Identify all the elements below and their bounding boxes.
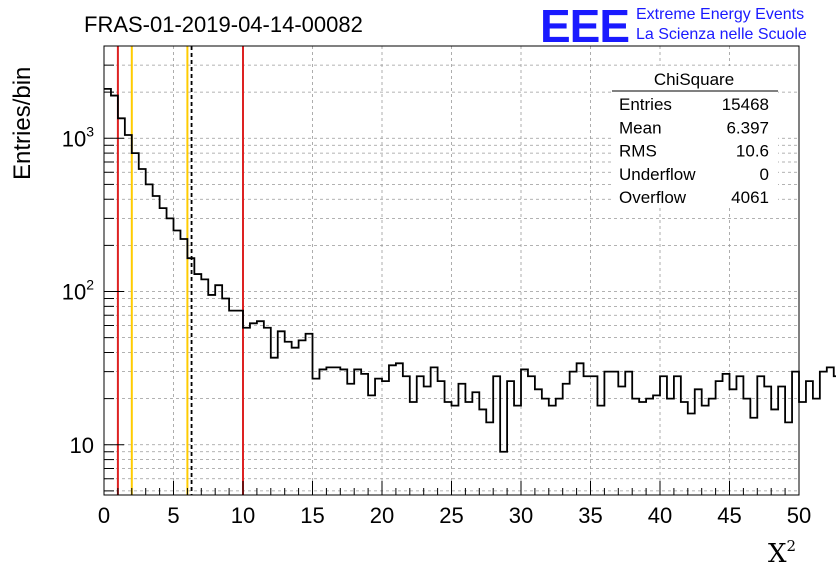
x-tick-label: 25 — [439, 503, 463, 528]
stats-row-value: 6.397 — [726, 118, 769, 137]
stats-box-rows: Entries 15468 Mean 6.397 RMS 10.6 Underflow 0 Ov… — [619, 95, 769, 207]
x-tick-label: 45 — [717, 503, 741, 528]
x-tick-label: 30 — [509, 503, 533, 528]
y-tick-label-exponent: 2 — [86, 277, 94, 293]
chart-title: FRAS-01-2019-04-14-00082 — [84, 12, 363, 37]
y-tick-label-exponent: 3 — [86, 123, 94, 139]
stats-row-label: Entries — [619, 95, 672, 114]
x-tick-label: 15 — [300, 503, 324, 528]
stats-box-title: ChiSquare — [654, 70, 734, 89]
x-tick-label: 40 — [648, 503, 672, 528]
x-axis-label: X2 — [768, 537, 796, 569]
grid — [104, 46, 799, 495]
stats-row-value: 4061 — [731, 188, 769, 207]
x-tick-label: 5 — [167, 503, 179, 528]
eee-logo-line1: Extreme Energy Events — [636, 6, 804, 23]
stats-row-label: Overflow — [619, 188, 687, 207]
y-tick-label: 103 — [62, 123, 94, 151]
stats-row-label: RMS — [619, 142, 657, 161]
y-tick-label-base: 10 — [62, 126, 86, 151]
x-tick-label: 35 — [578, 503, 602, 528]
eee-logo: EEE Extreme Energy Events La Scienza nel… — [540, 0, 807, 52]
stats-row-label: Underflow — [619, 165, 696, 184]
stats-row-value: 0 — [760, 165, 769, 184]
stats-row-value: 10.6 — [736, 142, 769, 161]
x-tick-label: 50 — [787, 503, 811, 528]
stats-row-label: Mean — [619, 118, 662, 137]
y-tick-label-base: 10 — [62, 280, 86, 305]
x-tick-label: 20 — [370, 503, 394, 528]
x-tick-label: 10 — [231, 503, 255, 528]
x-axis-label-main: X — [768, 539, 787, 569]
stats-row-value: 15468 — [722, 95, 769, 114]
x-tick-label: 0 — [98, 503, 110, 528]
y-axis-label: Entries/bin — [9, 67, 36, 180]
stats-box: ChiSquare Entries 15468 Mean 6.397 RMS 10.6 Un… — [612, 66, 778, 207]
x-axis-label-superscript: 2 — [787, 537, 797, 555]
stats-box-bg — [612, 66, 778, 206]
histogram-outline — [104, 87, 836, 453]
y-tick-label-base: 10 — [70, 433, 94, 458]
cut-lines — [116, 46, 244, 495]
histogram — [104, 87, 836, 453]
eee-logo-mark: EEE — [540, 0, 629, 52]
eee-logo-line2: La Scienza nelle Scuole — [636, 26, 807, 43]
y-tick-label: 10 — [70, 433, 94, 458]
y-tick-label: 102 — [62, 277, 94, 305]
